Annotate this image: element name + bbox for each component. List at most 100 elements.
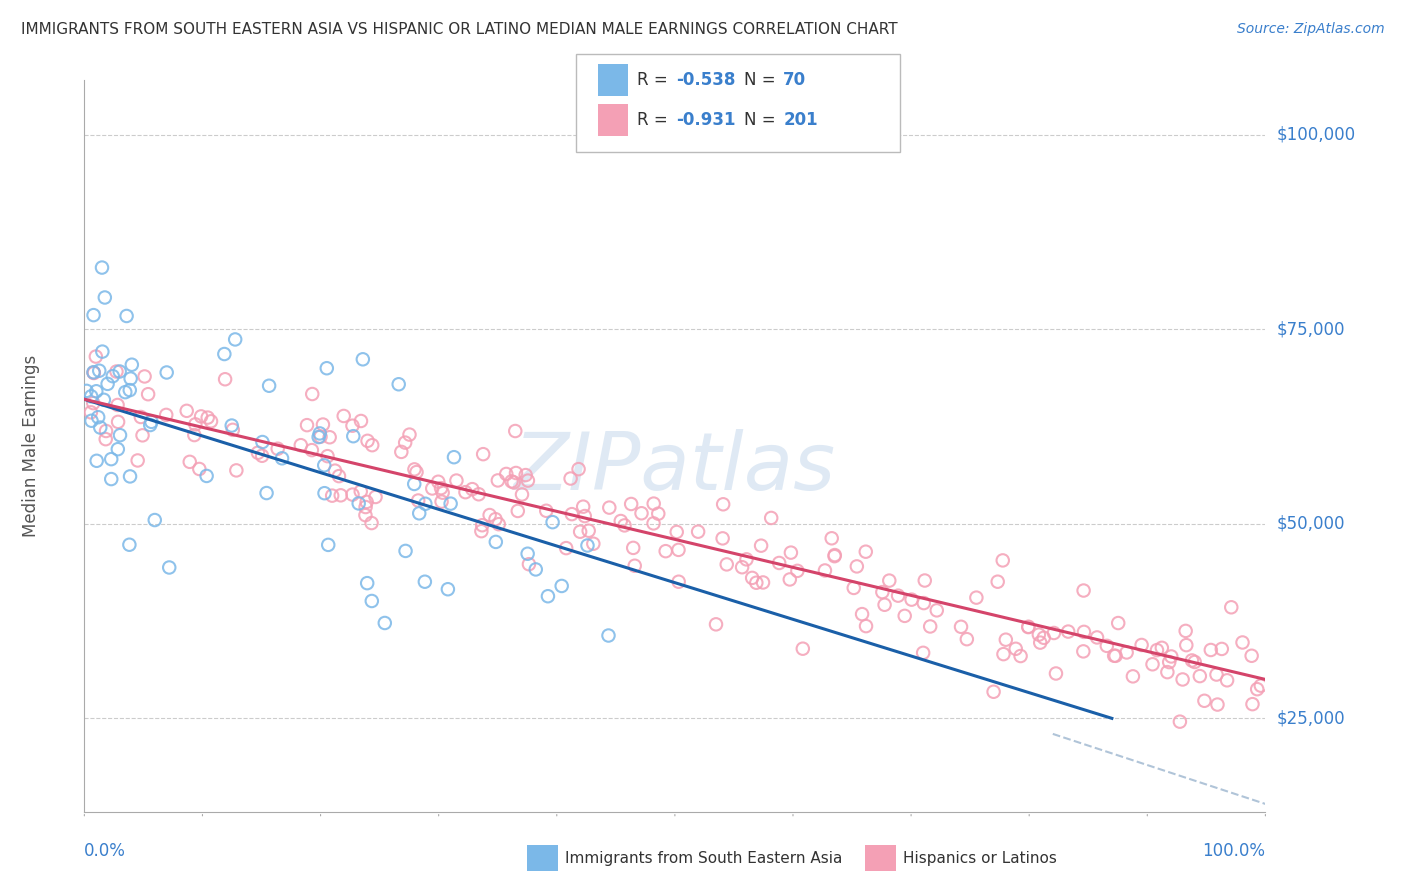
- Point: [356, 576, 378, 591]
- Point: [183, 428, 205, 442]
- Point: [576, 539, 599, 553]
- Text: $75,000: $75,000: [1277, 320, 1346, 338]
- Point: [824, 549, 846, 564]
- Point: [413, 574, 436, 589]
- Point: [1104, 648, 1126, 663]
- Point: [121, 358, 143, 372]
- Point: [1160, 649, 1182, 664]
- Point: [443, 450, 465, 465]
- Point: [107, 442, 129, 457]
- Point: [352, 352, 374, 367]
- Point: [374, 615, 396, 630]
- Point: [987, 574, 1010, 589]
- Point: [361, 438, 384, 452]
- Point: [524, 562, 547, 576]
- Point: [814, 564, 837, 578]
- Point: [993, 647, 1015, 661]
- Point: [221, 418, 243, 433]
- Point: [478, 508, 501, 522]
- Point: [786, 564, 808, 578]
- Point: [115, 309, 138, 323]
- Point: [155, 408, 177, 422]
- Point: [342, 429, 364, 443]
- Point: [1028, 627, 1050, 641]
- Point: [668, 574, 690, 589]
- Point: [668, 542, 690, 557]
- Point: [745, 575, 768, 590]
- Point: [420, 482, 443, 496]
- Point: [388, 377, 411, 392]
- Point: [157, 560, 180, 574]
- Point: [704, 617, 727, 632]
- Point: [100, 452, 122, 467]
- Text: ZIPatlas: ZIPatlas: [513, 429, 837, 507]
- Point: [1232, 635, 1254, 649]
- Point: [1240, 648, 1263, 663]
- Point: [555, 541, 578, 555]
- Point: [107, 415, 129, 429]
- Point: [749, 539, 772, 553]
- Point: [621, 541, 644, 555]
- Point: [665, 524, 688, 539]
- Point: [315, 361, 337, 376]
- Point: [82, 365, 104, 379]
- Point: [342, 487, 364, 501]
- Point: [716, 558, 738, 572]
- Point: [1174, 624, 1197, 638]
- Point: [1045, 666, 1067, 681]
- Point: [1159, 655, 1181, 669]
- Point: [404, 462, 426, 476]
- Point: [893, 608, 915, 623]
- Point: [91, 344, 114, 359]
- Point: [222, 423, 245, 437]
- Point: [94, 291, 117, 305]
- Point: [118, 383, 141, 397]
- Point: [467, 487, 489, 501]
- Point: [872, 585, 894, 599]
- Point: [821, 531, 844, 545]
- Point: [983, 685, 1005, 699]
- Point: [342, 418, 364, 433]
- Point: [752, 575, 775, 590]
- Point: [1073, 624, 1095, 639]
- Point: [1017, 620, 1039, 634]
- Point: [118, 538, 141, 552]
- Point: [688, 524, 710, 539]
- Point: [485, 535, 508, 549]
- Text: 100.0%: 100.0%: [1202, 842, 1265, 860]
- Point: [408, 506, 430, 520]
- Point: [312, 417, 335, 432]
- Point: [1095, 639, 1118, 653]
- Point: [1241, 697, 1264, 711]
- Point: [250, 449, 273, 463]
- Point: [541, 515, 564, 529]
- Text: -0.538: -0.538: [676, 71, 735, 89]
- Point: [1032, 631, 1054, 645]
- Point: [991, 553, 1014, 567]
- Point: [1199, 643, 1222, 657]
- Point: [108, 428, 131, 442]
- Point: [364, 490, 387, 504]
- Point: [267, 442, 290, 456]
- Point: [572, 500, 595, 514]
- Point: [83, 366, 105, 380]
- Point: [318, 430, 340, 444]
- Point: [873, 598, 896, 612]
- Point: [427, 475, 450, 489]
- Point: [82, 396, 104, 410]
- Point: [107, 398, 129, 412]
- Point: [356, 495, 378, 509]
- Point: [184, 417, 207, 432]
- Point: [1171, 673, 1194, 687]
- Point: [105, 365, 128, 379]
- Point: [1205, 667, 1227, 681]
- Point: [290, 438, 312, 452]
- Point: [1156, 665, 1178, 680]
- Point: [200, 414, 222, 428]
- Point: [1057, 624, 1080, 639]
- Point: [1181, 653, 1204, 667]
- Text: $50,000: $50,000: [1277, 515, 1346, 533]
- Point: [134, 369, 156, 384]
- Point: [965, 591, 987, 605]
- Point: [136, 387, 159, 401]
